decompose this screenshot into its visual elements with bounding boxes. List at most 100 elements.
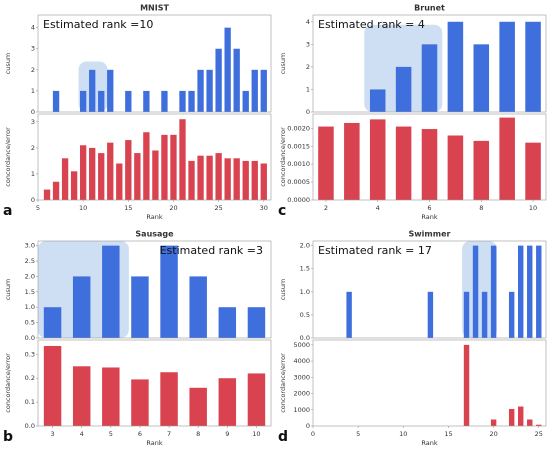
bar	[89, 147, 96, 200]
bar	[89, 69, 96, 112]
bar	[160, 372, 178, 426]
y-tick-label: 1	[31, 170, 35, 178]
bar	[102, 367, 120, 426]
bar	[427, 291, 434, 338]
x-tick-label: 4	[376, 204, 380, 212]
panel-title: MNIST	[140, 4, 169, 13]
bar	[179, 119, 186, 200]
bar	[43, 189, 51, 200]
y-tick-label: 0.0	[25, 422, 35, 430]
y-tick-label: 4000	[293, 357, 310, 365]
bar	[490, 245, 497, 338]
bar	[421, 129, 438, 200]
bar	[70, 171, 78, 200]
bar	[499, 21, 515, 113]
x-tick-label: 5	[36, 204, 40, 212]
plot-frame	[312, 339, 547, 427]
y-axis-label: cusum	[279, 53, 287, 75]
bar	[344, 122, 360, 200]
y-tick-label: 0.5	[300, 311, 310, 319]
bar	[179, 90, 186, 112]
x-tick-label: 10	[79, 204, 87, 212]
y-tick-label: 0	[306, 422, 310, 430]
bar	[197, 69, 204, 112]
x-tick-label: 10	[252, 430, 260, 438]
bar	[260, 69, 267, 112]
bar	[161, 134, 168, 200]
x-tick-label: 10	[529, 204, 537, 212]
bar	[170, 134, 177, 200]
y-tick-label: 1000	[293, 406, 310, 414]
x-axis-label: Rank	[146, 439, 162, 447]
y-tick-label: 4	[31, 24, 35, 32]
bar	[107, 142, 114, 200]
y-tick-label: 0	[31, 108, 35, 116]
bar	[508, 408, 515, 426]
plot-frame	[37, 339, 272, 427]
annotation: Estimated rank = 17	[318, 244, 432, 257]
plot-frame	[37, 14, 272, 113]
bar	[525, 142, 541, 200]
x-axis-label: Rank	[146, 213, 162, 221]
bar	[131, 276, 149, 338]
bar	[188, 90, 195, 112]
panel-title: Sausage	[135, 230, 174, 239]
x-tick-label: 30	[260, 204, 268, 212]
y-tick-label: 2	[31, 66, 35, 74]
bar	[206, 69, 213, 112]
y-tick-label: 3	[306, 40, 310, 48]
bar	[527, 419, 533, 426]
bar	[447, 21, 464, 113]
bar	[242, 90, 249, 112]
plot-frame	[37, 113, 272, 201]
x-tick-label: 0	[311, 430, 315, 438]
bar	[188, 160, 195, 200]
bar	[218, 307, 237, 338]
bar	[161, 90, 168, 112]
y-tick-label: 3	[31, 45, 35, 53]
bar	[143, 90, 150, 112]
x-tick-label: 7	[167, 430, 171, 438]
y-tick-label: 0.2	[25, 374, 35, 382]
bar	[463, 291, 470, 338]
bar	[98, 153, 105, 200]
y-tick-label: 2000	[293, 390, 310, 398]
x-tick-label: 25	[214, 204, 222, 212]
bar	[224, 27, 231, 112]
x-tick-label: 3	[50, 430, 54, 438]
bar	[247, 307, 266, 338]
x-tick-label: 9	[225, 430, 229, 438]
bar	[251, 69, 258, 112]
highlight-box	[462, 241, 498, 338]
bar	[107, 69, 114, 112]
bar	[43, 345, 62, 426]
bar	[189, 276, 207, 338]
x-tick-label: 15	[124, 204, 132, 212]
bar	[152, 150, 159, 200]
y-tick-label: 0	[31, 196, 35, 204]
bar	[463, 344, 470, 426]
panel-label: b	[3, 429, 13, 445]
x-tick-label: 20	[489, 430, 497, 438]
bar	[508, 291, 515, 338]
bar	[206, 155, 213, 200]
bar	[79, 145, 87, 200]
bar	[72, 276, 91, 338]
panel-label: d	[278, 429, 288, 445]
bar	[369, 89, 386, 112]
annotation: Estimated rank =3	[160, 244, 263, 257]
x-tick-label: 8	[479, 204, 483, 212]
x-tick-label: 10	[399, 430, 407, 438]
panel-label: c	[278, 203, 286, 219]
bar	[251, 160, 258, 200]
y-tick-label: 2.0	[25, 272, 35, 280]
bar	[518, 406, 524, 426]
y-tick-label: 5000	[293, 341, 310, 349]
bar	[197, 155, 204, 200]
y-axis-label: cusum	[4, 53, 12, 75]
bar	[536, 424, 542, 426]
y-tick-label: 2.5	[25, 257, 35, 265]
x-tick-label: 15	[444, 430, 452, 438]
bar	[61, 158, 69, 200]
